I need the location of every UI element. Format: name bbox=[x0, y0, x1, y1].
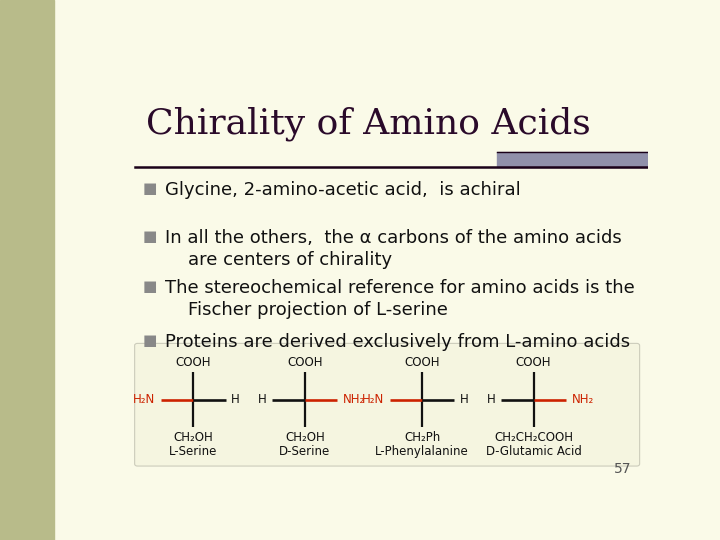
Text: H: H bbox=[258, 393, 267, 406]
Text: CH₂CH₂COOH: CH₂CH₂COOH bbox=[494, 431, 573, 444]
Text: Chirality of Amino Acids: Chirality of Amino Acids bbox=[145, 106, 590, 141]
Text: NH₂: NH₂ bbox=[572, 393, 594, 406]
Text: D-Glutamic Acid: D-Glutamic Acid bbox=[486, 445, 582, 458]
Text: NH₂: NH₂ bbox=[343, 393, 365, 406]
Text: H₂N: H₂N bbox=[362, 393, 384, 406]
Text: H₂N: H₂N bbox=[133, 393, 156, 406]
Text: COOH: COOH bbox=[516, 356, 552, 369]
Text: H: H bbox=[460, 393, 469, 406]
Text: In all the others,  the α carbons of the amino acids
    are centers of chiralit: In all the others, the α carbons of the … bbox=[166, 229, 622, 269]
Text: L-Serine: L-Serine bbox=[169, 445, 217, 458]
Text: L-Phenylalanine: L-Phenylalanine bbox=[375, 445, 469, 458]
Text: Proteins are derived exclusively from L-amino acids: Proteins are derived exclusively from L-… bbox=[166, 333, 631, 351]
Text: 57: 57 bbox=[613, 462, 631, 476]
Text: D-Serine: D-Serine bbox=[279, 445, 330, 458]
Text: ■: ■ bbox=[143, 181, 158, 196]
Text: CH₂OH: CH₂OH bbox=[285, 431, 325, 444]
Text: H: H bbox=[487, 393, 495, 406]
Text: The stereochemical reference for amino acids is the
    Fischer projection of L-: The stereochemical reference for amino a… bbox=[166, 279, 635, 319]
Text: CH₂OH: CH₂OH bbox=[174, 431, 213, 444]
Bar bbox=[498, 152, 648, 167]
Text: COOH: COOH bbox=[176, 356, 211, 369]
Text: ■: ■ bbox=[143, 279, 158, 294]
Text: ■: ■ bbox=[143, 229, 158, 244]
Text: COOH: COOH bbox=[404, 356, 440, 369]
FancyBboxPatch shape bbox=[135, 343, 639, 466]
Text: CH₂Ph: CH₂Ph bbox=[404, 431, 440, 444]
Text: Glycine, 2-amino-acetic acid,  is achiral: Glycine, 2-amino-acetic acid, is achiral bbox=[166, 181, 521, 199]
Text: ■: ■ bbox=[143, 333, 158, 348]
Text: COOH: COOH bbox=[287, 356, 323, 369]
Text: H: H bbox=[231, 393, 240, 406]
